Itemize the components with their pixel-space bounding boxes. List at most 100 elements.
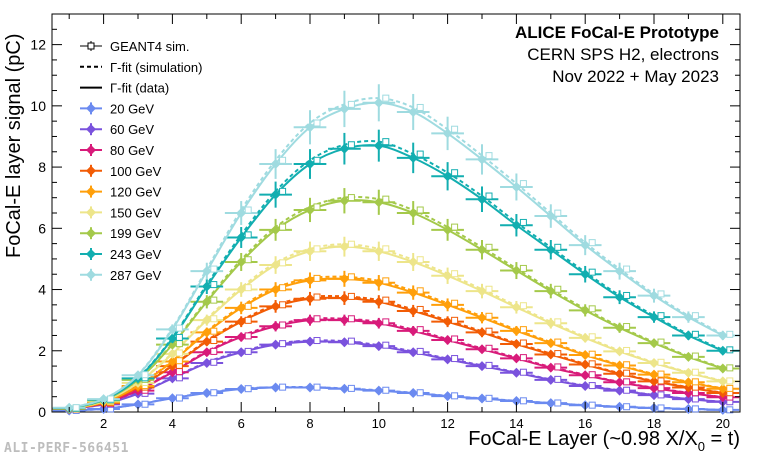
data-point <box>511 220 522 231</box>
series-80-gev <box>52 314 740 414</box>
data-point <box>270 339 281 350</box>
sim-point <box>175 340 183 348</box>
data-point <box>305 275 315 286</box>
y-tick-label: 10 <box>30 98 46 114</box>
sim-point <box>691 378 699 386</box>
data-point <box>477 244 487 255</box>
sim-point <box>451 316 459 324</box>
data-point <box>442 316 453 327</box>
x-axis-label: FoCal-E Layer (~0.98 X/X0 = t) <box>468 428 740 454</box>
sim-point <box>382 195 390 203</box>
sim-point <box>279 187 287 195</box>
data-point <box>236 284 247 295</box>
sim-point <box>175 368 183 376</box>
sim-point <box>279 259 287 267</box>
data-point <box>373 296 384 307</box>
sim-point <box>175 357 183 365</box>
sim-point <box>451 335 459 343</box>
sim-point <box>623 346 631 354</box>
legend-entry-series: 199 GeV <box>80 226 162 241</box>
data-point <box>167 324 178 335</box>
data-point <box>614 401 625 412</box>
data-point <box>580 370 591 381</box>
sim-point <box>623 265 631 273</box>
y-tick-label: 0 <box>38 404 46 420</box>
sim-point <box>382 386 390 394</box>
data-point <box>580 332 591 343</box>
sim-point <box>416 305 424 313</box>
y-axis-label: FoCal-E layer signal (pC) <box>3 33 25 258</box>
sim-point <box>313 156 321 164</box>
data-point <box>545 318 556 329</box>
sim-point <box>588 305 596 313</box>
sim-point <box>657 338 665 346</box>
data-point <box>270 224 281 235</box>
sim-point <box>175 349 183 357</box>
sim-point <box>141 400 149 408</box>
legend-entry-series: 100 GeV <box>80 164 162 179</box>
sim-point <box>485 285 493 293</box>
sim-point <box>210 296 218 304</box>
data-point <box>717 345 728 356</box>
sim-point <box>382 318 390 326</box>
sim-point <box>141 371 149 379</box>
legend-label: 20 GeV <box>110 101 154 116</box>
sim-point <box>451 270 459 278</box>
data-point <box>717 363 728 374</box>
series-243-gev <box>52 129 740 414</box>
sim-point <box>588 382 596 390</box>
x-tick-label: 6 <box>238 416 245 431</box>
sim-point <box>588 371 596 379</box>
sim-point <box>726 346 734 354</box>
data-point <box>511 302 522 313</box>
data-point <box>236 384 247 395</box>
data-point <box>614 322 625 333</box>
data-point <box>408 152 419 163</box>
data-point <box>339 241 350 252</box>
sim-point <box>451 392 459 400</box>
fit-curve-data <box>68 101 724 409</box>
data-point <box>305 315 315 326</box>
data-point <box>649 376 659 387</box>
sim-point <box>726 406 734 414</box>
x-axis-label-tail: = t) <box>705 428 740 450</box>
sim-point <box>726 330 734 338</box>
data-point <box>408 347 419 358</box>
data-point <box>305 382 315 393</box>
x-tick-label: 18 <box>647 416 661 431</box>
legend-marker <box>86 207 96 218</box>
data-point <box>442 171 453 182</box>
data-point <box>511 339 522 350</box>
sim-point <box>519 218 527 226</box>
sim-point <box>623 323 631 331</box>
data-point <box>408 325 419 336</box>
sim-point <box>210 327 218 335</box>
sim-point <box>347 194 355 202</box>
sim-point <box>382 277 390 285</box>
sim-point <box>451 299 459 307</box>
data-point <box>683 394 694 405</box>
sim-point <box>691 312 699 320</box>
series-60-gev <box>52 336 740 414</box>
sim-point <box>210 337 218 345</box>
data-point <box>373 197 384 208</box>
data-point <box>717 383 728 394</box>
sim-point <box>382 296 390 304</box>
data-point <box>614 346 625 357</box>
sim-point <box>279 156 287 164</box>
sim-point <box>726 364 734 372</box>
sim-point <box>657 312 665 320</box>
data-point <box>683 312 694 323</box>
data-point <box>614 266 625 277</box>
data-point <box>511 325 522 336</box>
sim-point <box>313 245 321 253</box>
data-point <box>649 369 659 380</box>
sim-point <box>588 239 596 247</box>
y-tick-label: 12 <box>30 37 46 53</box>
sim-point <box>244 316 252 324</box>
sim-point <box>279 284 287 292</box>
data-point <box>305 246 315 257</box>
series-287-gev <box>52 84 740 413</box>
data-point <box>236 331 247 342</box>
legend-marker <box>86 249 96 259</box>
